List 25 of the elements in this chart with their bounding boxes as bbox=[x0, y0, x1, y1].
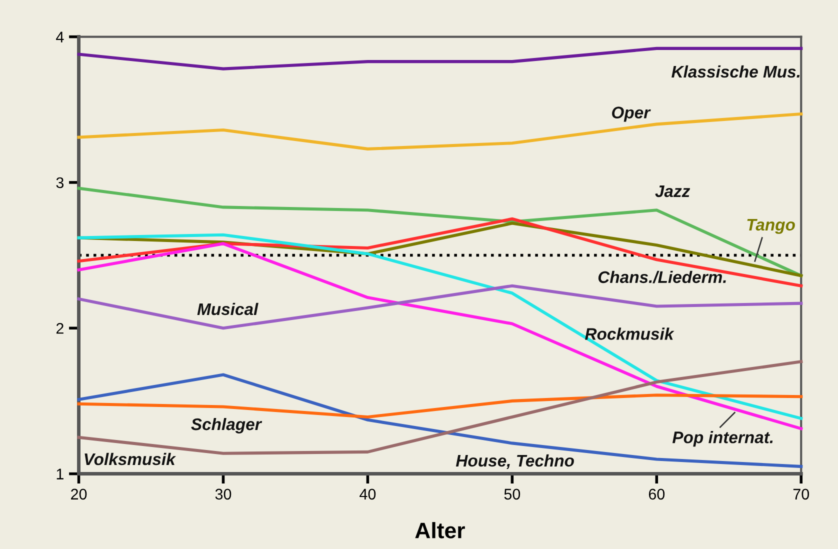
series-label: Klassische Mus. bbox=[672, 65, 800, 78]
series-label: Jazz bbox=[655, 185, 690, 198]
series-label: Musical bbox=[197, 302, 258, 316]
x-tick-label: 50 bbox=[504, 488, 520, 500]
y-tick-label: 2 bbox=[56, 322, 64, 334]
series-label: Tango bbox=[747, 218, 795, 234]
x-tick-label: 40 bbox=[360, 488, 376, 500]
line-series bbox=[77, 373, 803, 468]
x-tick-label: 60 bbox=[648, 488, 665, 500]
y-tick-label: 4 bbox=[56, 32, 64, 42]
series-label: Volksmusik bbox=[84, 452, 176, 466]
x-axis-title: Alter bbox=[415, 522, 465, 538]
x-tick-label: 20 bbox=[71, 488, 87, 500]
series-label: Rockmusik bbox=[585, 328, 674, 340]
series-label: Chans./Liederm. bbox=[598, 270, 726, 284]
x-tick-label: 70 bbox=[793, 488, 810, 500]
series-label: Schlager bbox=[191, 418, 262, 434]
y-tick-label: 1 bbox=[56, 468, 64, 480]
x-tick-label: 30 bbox=[215, 488, 232, 500]
line-series bbox=[77, 394, 803, 419]
series-label: Pop internat. bbox=[672, 431, 773, 447]
series-label: House, Techno bbox=[456, 454, 574, 470]
line-series bbox=[77, 217, 803, 288]
y-tick-label: 3 bbox=[56, 177, 64, 188]
series-label: Oper bbox=[612, 106, 651, 122]
